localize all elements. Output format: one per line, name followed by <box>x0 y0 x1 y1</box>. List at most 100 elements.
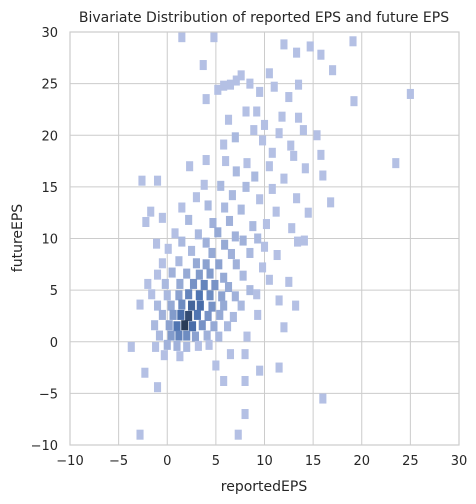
histogram-cell <box>280 173 288 184</box>
histogram-cell <box>175 330 183 341</box>
histogram-cell <box>221 202 229 213</box>
gridlines <box>70 32 459 445</box>
histogram-cell <box>176 351 184 362</box>
histogram-cell <box>144 278 152 289</box>
histogram-cell <box>153 238 161 249</box>
histogram-cell <box>173 340 181 351</box>
histogram-cell <box>239 270 247 281</box>
histogram-cell <box>158 258 166 269</box>
histogram-cell <box>208 247 216 258</box>
histogram-cell <box>200 279 208 290</box>
histogram-cell <box>163 290 171 301</box>
histogram-cell <box>272 206 280 217</box>
histogram-cell <box>237 300 245 311</box>
histogram-cell <box>142 216 150 227</box>
histogram-cell <box>186 161 194 172</box>
histogram-cell <box>260 119 269 130</box>
histogram-cell <box>202 259 210 270</box>
x-tick-label: −5 <box>109 454 128 469</box>
histogram-cell <box>185 310 193 321</box>
x-tick-labels: −10 −5 0 5 10 15 20 25 30 <box>56 454 467 469</box>
histogram-cell <box>158 309 166 320</box>
histogram-cell <box>194 340 202 351</box>
histogram-cell <box>287 140 295 151</box>
histogram-cell <box>220 300 228 311</box>
histogram-cell <box>212 360 220 371</box>
histogram-cell <box>275 362 283 373</box>
histogram-cell <box>290 150 298 161</box>
histogram-cell <box>160 350 168 361</box>
histogram-cell <box>285 92 293 103</box>
histogram-cell <box>246 285 254 296</box>
histogram-cell <box>192 258 200 269</box>
histogram-cell <box>194 229 202 240</box>
histogram-cell <box>220 80 228 91</box>
x-tick-label: 25 <box>402 454 419 469</box>
histogram-cell <box>317 49 325 60</box>
histogram-cell <box>317 149 325 160</box>
histogram-cell <box>210 32 218 43</box>
histogram-cell <box>158 212 166 223</box>
x-tick-label: 15 <box>305 454 322 469</box>
histogram-cell <box>254 309 262 320</box>
histogram-cell <box>306 41 314 52</box>
histogram-cell <box>293 193 301 204</box>
histogram-cell <box>234 429 242 440</box>
histogram-cell <box>253 289 261 300</box>
histogram-cell <box>222 156 230 167</box>
histogram-cell <box>246 247 254 258</box>
histogram-cell <box>209 218 217 229</box>
histogram-cell <box>226 349 235 360</box>
histogram-cell <box>167 330 175 341</box>
histogram-cell <box>231 231 239 242</box>
histogram-cell <box>214 227 222 238</box>
histogram-cell <box>136 429 144 440</box>
histogram-cell <box>239 235 247 246</box>
histogram-cell <box>136 299 144 310</box>
histogram-cell <box>164 243 172 254</box>
histogram-cell <box>153 175 162 186</box>
histogram-cell <box>259 135 267 146</box>
histogram-cell <box>268 183 276 194</box>
x-tick-label: 5 <box>212 454 220 469</box>
y-tick-label: −10 <box>31 439 58 454</box>
histogram-cell <box>183 330 191 341</box>
histogram-cell <box>292 300 300 311</box>
chart-title: Bivariate Distribution of reported EPS a… <box>79 10 449 26</box>
histogram-cell <box>304 207 312 218</box>
histogram-cell <box>224 114 233 125</box>
histogram-cell <box>188 300 196 311</box>
histogram-cell <box>220 139 228 150</box>
histogram-cell <box>273 250 281 261</box>
histogram-cell <box>196 300 204 311</box>
histogram-cell <box>204 200 212 211</box>
histogram-cell <box>241 349 249 360</box>
histogram-cell <box>228 190 236 201</box>
histogram-cell <box>242 106 250 117</box>
histogram-cell <box>249 221 257 232</box>
histogram-cell <box>250 125 258 136</box>
histogram-cell <box>178 299 186 310</box>
histogram-cell <box>253 106 261 117</box>
histogram-cell <box>203 330 211 341</box>
histogram-cell <box>153 300 162 311</box>
histogram-cell <box>220 375 228 386</box>
histogram-cell <box>294 236 302 247</box>
histogram-cell <box>275 128 283 139</box>
histogram-cell <box>215 259 223 270</box>
histogram-cell <box>224 321 232 332</box>
histogram-cell <box>262 219 270 230</box>
histogram-cell <box>147 206 155 217</box>
histogram-cell <box>243 158 251 169</box>
histogram-cell <box>275 295 283 306</box>
histogram-cell <box>259 262 267 273</box>
histogram-cell <box>265 68 273 79</box>
histogram-cell <box>280 322 288 333</box>
histogram-cell <box>216 309 224 320</box>
x-tick-label: 20 <box>353 454 370 469</box>
histogram-cell <box>256 365 264 376</box>
histogram-cell <box>329 65 337 76</box>
histogram-cell <box>202 155 210 166</box>
histogram-cell <box>319 393 327 404</box>
histogram-cell <box>231 291 239 302</box>
